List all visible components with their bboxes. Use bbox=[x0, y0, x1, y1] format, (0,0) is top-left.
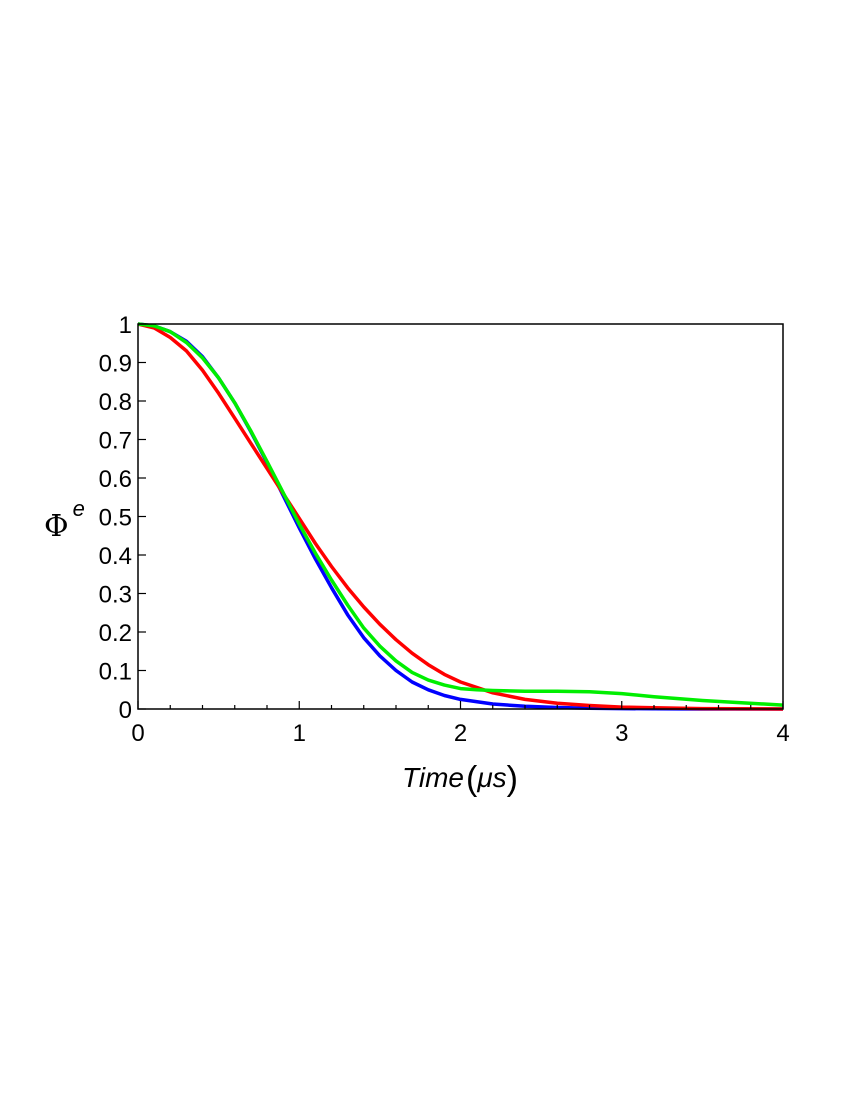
y-axis-label-superscript: e bbox=[73, 496, 85, 521]
series-line-1 bbox=[137, 322, 783, 711]
y-tick-label: 1 bbox=[119, 312, 132, 339]
y-tick-label: 0.6 bbox=[99, 466, 132, 493]
y-tick-label: 0 bbox=[119, 697, 132, 724]
series-layer bbox=[137, 322, 784, 711]
y-tick-label: 0.8 bbox=[99, 389, 132, 416]
x-axis-label-unit: μs bbox=[476, 762, 506, 793]
x-axis-label: Time(μs) bbox=[402, 760, 518, 798]
x-tick-label: 0 bbox=[131, 720, 144, 747]
y-tick-label: 0.2 bbox=[99, 620, 132, 647]
series-line-2 bbox=[137, 322, 784, 711]
x-axis-label-main: Time bbox=[402, 762, 464, 793]
y-axis-label: Φe bbox=[44, 496, 85, 544]
y-tick-label: 0.5 bbox=[99, 505, 132, 532]
x-axis-label-open-paren: ( bbox=[466, 760, 478, 798]
y-tick-label: 0.4 bbox=[99, 543, 132, 570]
x-tick-label: 4 bbox=[776, 720, 789, 747]
y-axis-label-symbol: Φ bbox=[44, 509, 69, 544]
plot-frame bbox=[137, 323, 784, 710]
x-tick-label: 1 bbox=[293, 720, 306, 747]
x-tick-label: 3 bbox=[615, 720, 628, 747]
y-tick-label: 0.7 bbox=[99, 428, 132, 455]
ticks-layer: 0 1 2 3 4 0 0.1 0.2 0.3 0.4 0.5 0.6 0.7 0.8 0.9 1 bbox=[99, 312, 790, 747]
series-line-3 bbox=[137, 322, 784, 707]
y-tick-label: 0.3 bbox=[99, 582, 132, 609]
y-tick-label: 0.1 bbox=[99, 659, 132, 686]
y-tick-label: 0.9 bbox=[99, 351, 132, 378]
x-axis-label-close-paren: ) bbox=[507, 760, 518, 798]
x-tick-label: 2 bbox=[454, 720, 467, 747]
